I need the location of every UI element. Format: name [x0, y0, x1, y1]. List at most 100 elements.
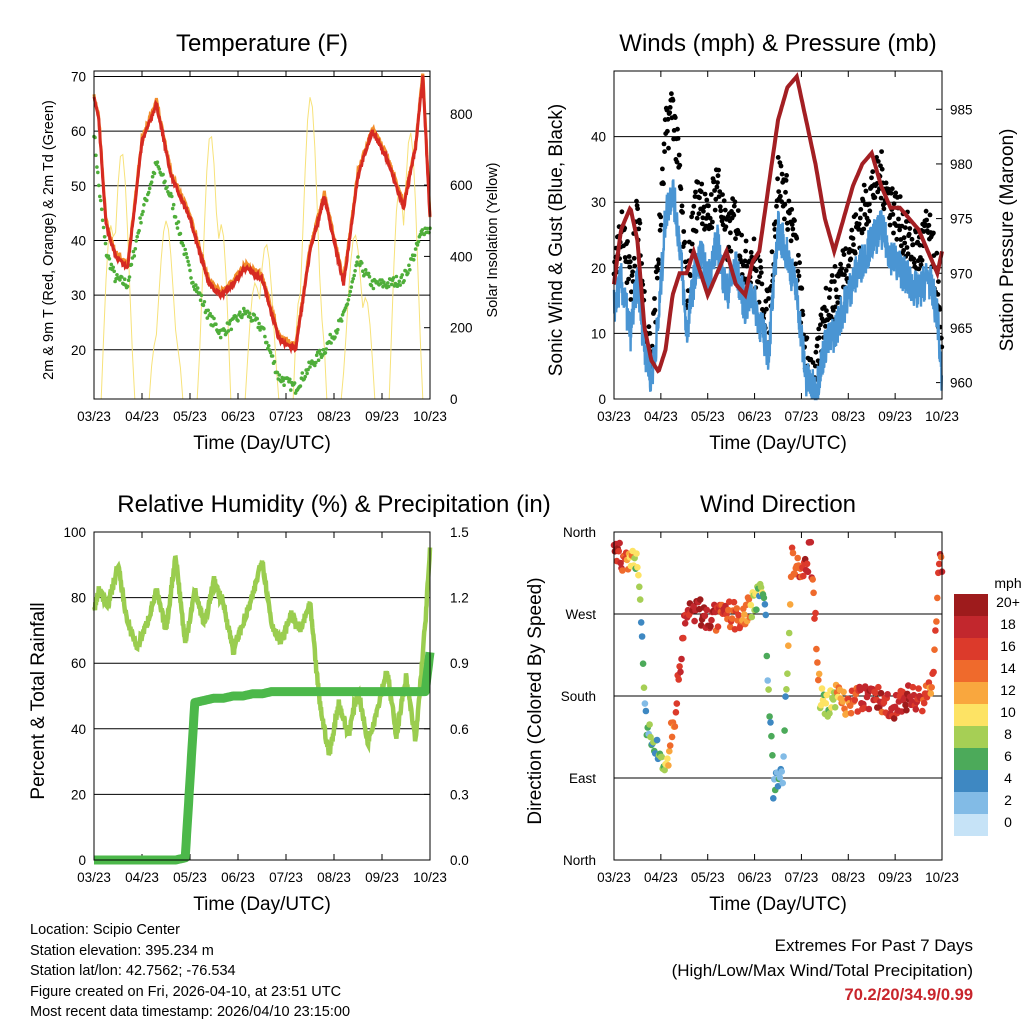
dewpoint-point	[102, 235, 107, 239]
precipitation-line	[90, 651, 435, 865]
gust-point	[789, 207, 795, 212]
dewpoint-point	[165, 185, 169, 189]
gust-point	[812, 363, 818, 369]
y2-tick-label-3: 0.3	[450, 787, 469, 802]
gust-point	[743, 248, 748, 254]
figure-created: Figure created on Fri, 2026-04-10, at 23…	[30, 983, 342, 1000]
gust-point	[858, 207, 864, 212]
gust-point	[867, 208, 873, 214]
y2-tick-label-2: 970	[950, 266, 973, 281]
wind-direction-point	[691, 617, 698, 625]
gust-point	[897, 227, 902, 233]
gust-point	[728, 230, 733, 236]
gust-point	[881, 206, 887, 212]
gust-point	[654, 275, 660, 281]
wind-direction-point	[672, 709, 680, 716]
gust-point	[707, 215, 713, 221]
gust-point	[796, 273, 802, 279]
wind-direction-point	[931, 646, 938, 653]
wind-direction-point	[769, 752, 776, 759]
gust-point	[738, 259, 744, 265]
y2-tick-label-2: 960	[950, 376, 973, 391]
dewpoint-point	[324, 347, 329, 351]
plot-border-4	[613, 531, 943, 861]
wind-direction-point	[658, 753, 666, 761]
y-tick-label-1: 20	[71, 343, 86, 358]
gust-point	[699, 221, 705, 227]
x-tick-label-2: 10/23	[925, 409, 959, 424]
dewpoint-point	[135, 234, 139, 239]
wind-direction-point	[920, 699, 928, 707]
x-tick-label-2: 03/23	[597, 409, 631, 424]
y-tick-label-3: 0	[78, 853, 86, 868]
dewpoint-point	[138, 216, 142, 220]
dewpoint-point	[346, 298, 351, 302]
x-tick-label-1: 04/23	[125, 409, 159, 424]
gust-point	[818, 322, 823, 328]
gust-point	[702, 191, 708, 197]
gust-point	[720, 192, 725, 198]
colorbar-swatch	[954, 726, 988, 748]
plot-border-2	[613, 70, 943, 400]
y-tick-label-4: North	[563, 853, 596, 868]
dewpoint-point	[234, 315, 238, 319]
gust-point	[843, 246, 849, 252]
dewpoint-point	[212, 316, 216, 321]
dewpoint-point	[111, 265, 115, 270]
gust-point	[849, 227, 855, 233]
y-tick-label-4: South	[561, 689, 596, 704]
x-tick-label-1: 05/23	[173, 409, 207, 424]
dewpoint-point	[173, 215, 178, 219]
gust-point	[901, 235, 907, 241]
gust-point	[896, 216, 901, 222]
wind-direction-point	[636, 596, 644, 603]
y-axis-label-3: Percent & Total Rainfall	[28, 602, 49, 799]
gust-point	[833, 304, 838, 310]
wind-direction-point	[633, 550, 640, 557]
dewpoint-point	[132, 254, 137, 258]
dewpoint-point	[205, 316, 210, 320]
gust-point	[861, 182, 867, 188]
dewpoint-point	[406, 271, 410, 275]
gust-point	[627, 259, 633, 265]
dewpoint-point	[411, 258, 416, 262]
dewpoint-point	[176, 220, 181, 224]
dewpoint-point	[369, 283, 374, 288]
dewpoint-point	[382, 280, 386, 285]
dewpoint-point	[247, 311, 252, 316]
dewpoint-point	[281, 378, 285, 383]
gust-point	[852, 250, 858, 256]
gust-point	[751, 236, 757, 242]
gust-point	[629, 289, 634, 295]
gust-point	[669, 91, 674, 97]
dewpoint-point	[413, 247, 418, 251]
gust-point	[905, 251, 911, 257]
gust-point	[926, 222, 932, 228]
gust-point	[934, 250, 940, 256]
gust-point	[710, 219, 715, 225]
dewpoint-point	[250, 318, 255, 323]
dewpoint-point	[170, 206, 175, 211]
x-tick-label-3: 03/23	[77, 870, 111, 885]
gust-point	[919, 257, 925, 263]
dewpoint-point	[358, 263, 362, 268]
station-elevation: Station elevation: 395.234 m	[30, 942, 214, 959]
wind-direction-point	[701, 612, 709, 620]
gust-point	[872, 195, 878, 200]
dewpoint-point	[97, 183, 101, 188]
gust-point	[757, 274, 762, 279]
gust-point	[879, 149, 884, 155]
dewpoint-point	[408, 268, 412, 272]
x-tick-label-3: 06/23	[221, 870, 255, 885]
dewpoint-point	[257, 321, 261, 326]
wind-direction-point	[635, 571, 642, 579]
x-tick-label-1: 08/23	[317, 409, 351, 424]
wind-direction-point	[930, 668, 937, 676]
gust-point	[891, 201, 897, 207]
x-tick-label-3: 04/23	[125, 870, 159, 885]
gust-point	[795, 268, 801, 274]
gust-point	[782, 202, 788, 207]
dewpoint-point	[238, 310, 242, 315]
wind-direction-point	[664, 755, 671, 762]
